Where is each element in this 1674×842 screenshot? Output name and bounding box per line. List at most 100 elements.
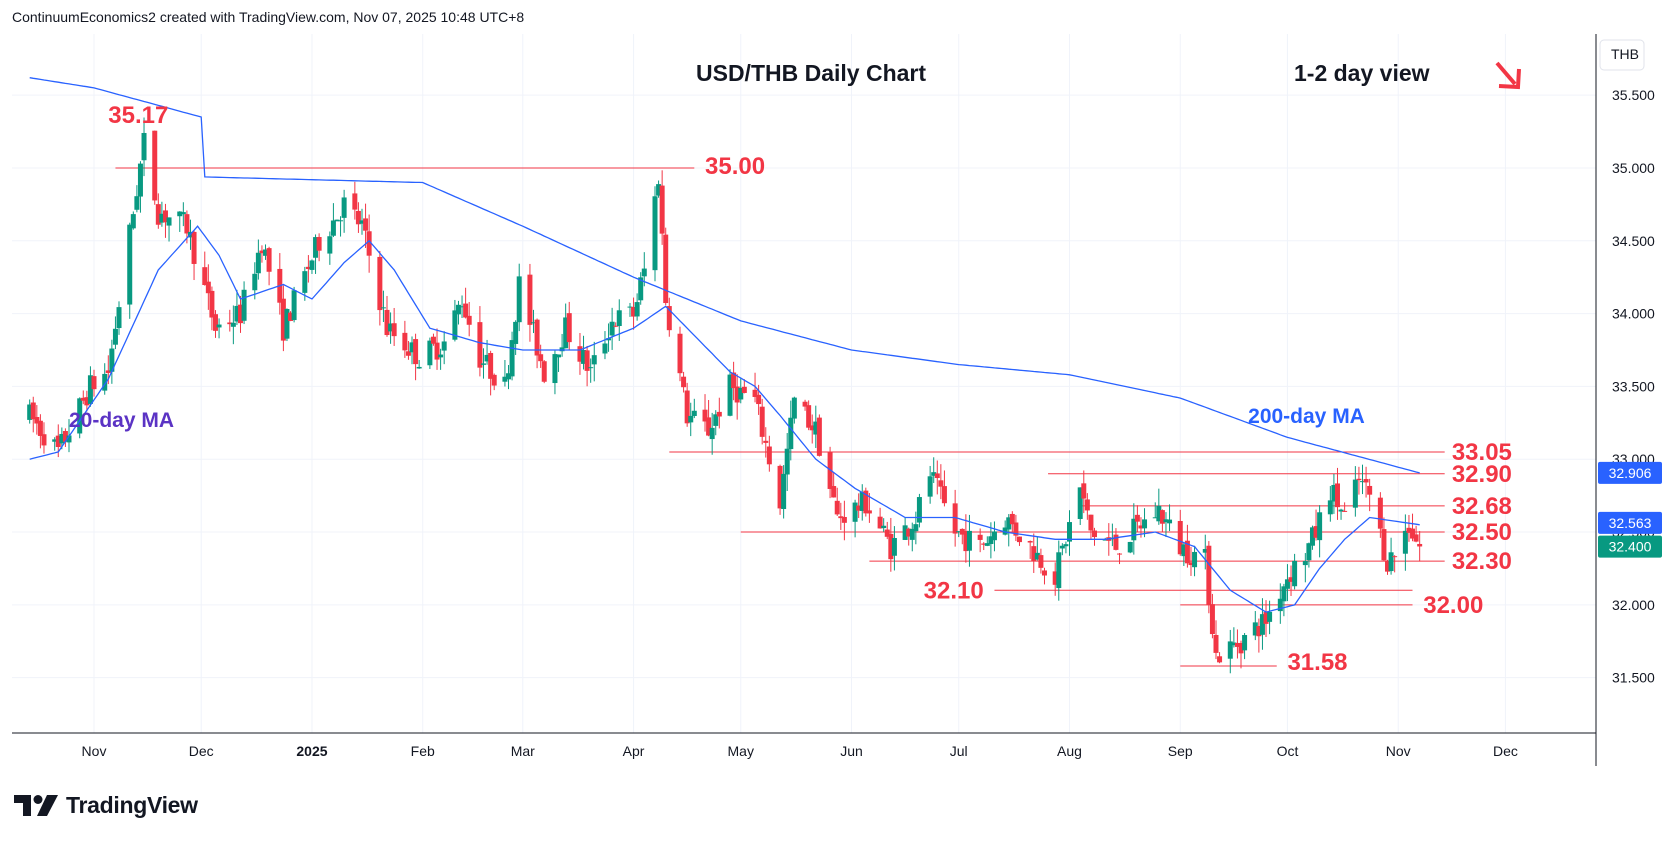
candle — [338, 216, 344, 237]
candle — [1352, 466, 1358, 517]
candle — [291, 286, 297, 323]
currency-label[interactable]: THB — [1611, 46, 1639, 62]
candle — [1292, 553, 1298, 590]
candle — [1277, 583, 1283, 624]
candle — [941, 470, 947, 507]
candle — [327, 231, 333, 265]
candle — [581, 335, 587, 370]
x-tick-label: Dec — [1493, 743, 1518, 759]
level-label: 32.50 — [1452, 519, 1512, 546]
candle — [1081, 470, 1087, 514]
chart-title: USD/THB Daily Chart — [696, 60, 926, 86]
candle — [841, 500, 847, 541]
candle — [1184, 524, 1190, 568]
candle — [434, 328, 440, 370]
moving-averages — [29, 77, 1420, 613]
candle — [884, 521, 890, 540]
candle — [666, 297, 672, 337]
candle — [405, 340, 411, 360]
candle — [41, 422, 47, 454]
candle — [706, 400, 712, 437]
level-label: 32.30 — [1452, 548, 1512, 575]
candle — [713, 410, 719, 436]
candle — [1113, 528, 1119, 551]
y-tick-label: 34.000 — [1612, 306, 1655, 322]
candle — [1259, 598, 1265, 650]
level-label: 32.10 — [924, 577, 984, 604]
candle — [427, 337, 433, 369]
candle — [1402, 514, 1408, 571]
candle — [1188, 546, 1194, 576]
candle — [305, 255, 311, 283]
candle — [788, 400, 794, 461]
candle — [816, 414, 822, 457]
candle — [852, 499, 858, 538]
candle — [1131, 503, 1137, 555]
candle — [813, 405, 819, 448]
candle — [363, 203, 369, 248]
candle — [1117, 553, 1123, 565]
candle — [916, 493, 922, 528]
candle — [566, 301, 572, 350]
candle — [359, 208, 365, 235]
candle — [209, 286, 215, 331]
x-tick-label: Feb — [411, 743, 435, 759]
view-label: 1-2 day view — [1294, 60, 1430, 86]
candle — [1388, 537, 1394, 575]
candle — [791, 396, 797, 424]
candle — [391, 307, 397, 346]
candle — [177, 211, 183, 232]
candle — [166, 217, 172, 242]
candle — [280, 285, 286, 352]
candle — [252, 262, 258, 300]
candle — [159, 201, 165, 227]
candle — [1385, 559, 1391, 575]
candle — [1252, 611, 1258, 641]
candle — [1238, 640, 1244, 669]
candles — [27, 117, 1423, 674]
price-badge: 32.400 — [1598, 535, 1662, 558]
candle — [388, 312, 394, 344]
y-tick-label: 31.500 — [1612, 670, 1655, 686]
candle — [652, 186, 658, 282]
candle — [152, 130, 158, 205]
tradingview-brand: TradingView — [66, 792, 198, 818]
svg-text:32.563: 32.563 — [1609, 515, 1652, 531]
candle — [952, 489, 958, 547]
candle — [691, 398, 697, 419]
candle — [1213, 620, 1219, 660]
candle — [1413, 525, 1419, 543]
candle — [531, 309, 537, 334]
candle — [84, 390, 90, 412]
candle — [341, 189, 347, 233]
x-tick-label: Aug — [1057, 743, 1082, 759]
candle — [1063, 541, 1069, 554]
x-tick-label: Nov — [82, 743, 107, 759]
candle — [1356, 466, 1362, 495]
candle — [738, 378, 744, 404]
candle — [1159, 509, 1165, 532]
candle — [1342, 502, 1348, 512]
ma20-line — [29, 225, 1420, 613]
candle — [1041, 567, 1047, 585]
candle — [1066, 510, 1072, 556]
candle — [452, 299, 458, 342]
candle — [709, 412, 715, 455]
ma200-line — [29, 77, 1420, 474]
level-label: 35.00 — [705, 153, 765, 180]
x-tick-label: Dec — [189, 743, 214, 759]
candle — [130, 211, 136, 230]
candle — [155, 193, 161, 229]
candle — [455, 300, 461, 325]
candle — [638, 272, 644, 305]
tradingview-logo[interactable]: TradingView — [14, 792, 198, 819]
candle — [230, 305, 236, 345]
x-tick-label: Apr — [623, 743, 645, 759]
candle — [441, 331, 447, 365]
candle — [541, 360, 547, 384]
candle — [877, 507, 883, 529]
candle — [602, 331, 608, 360]
candle — [1288, 565, 1294, 597]
candle — [416, 359, 422, 369]
